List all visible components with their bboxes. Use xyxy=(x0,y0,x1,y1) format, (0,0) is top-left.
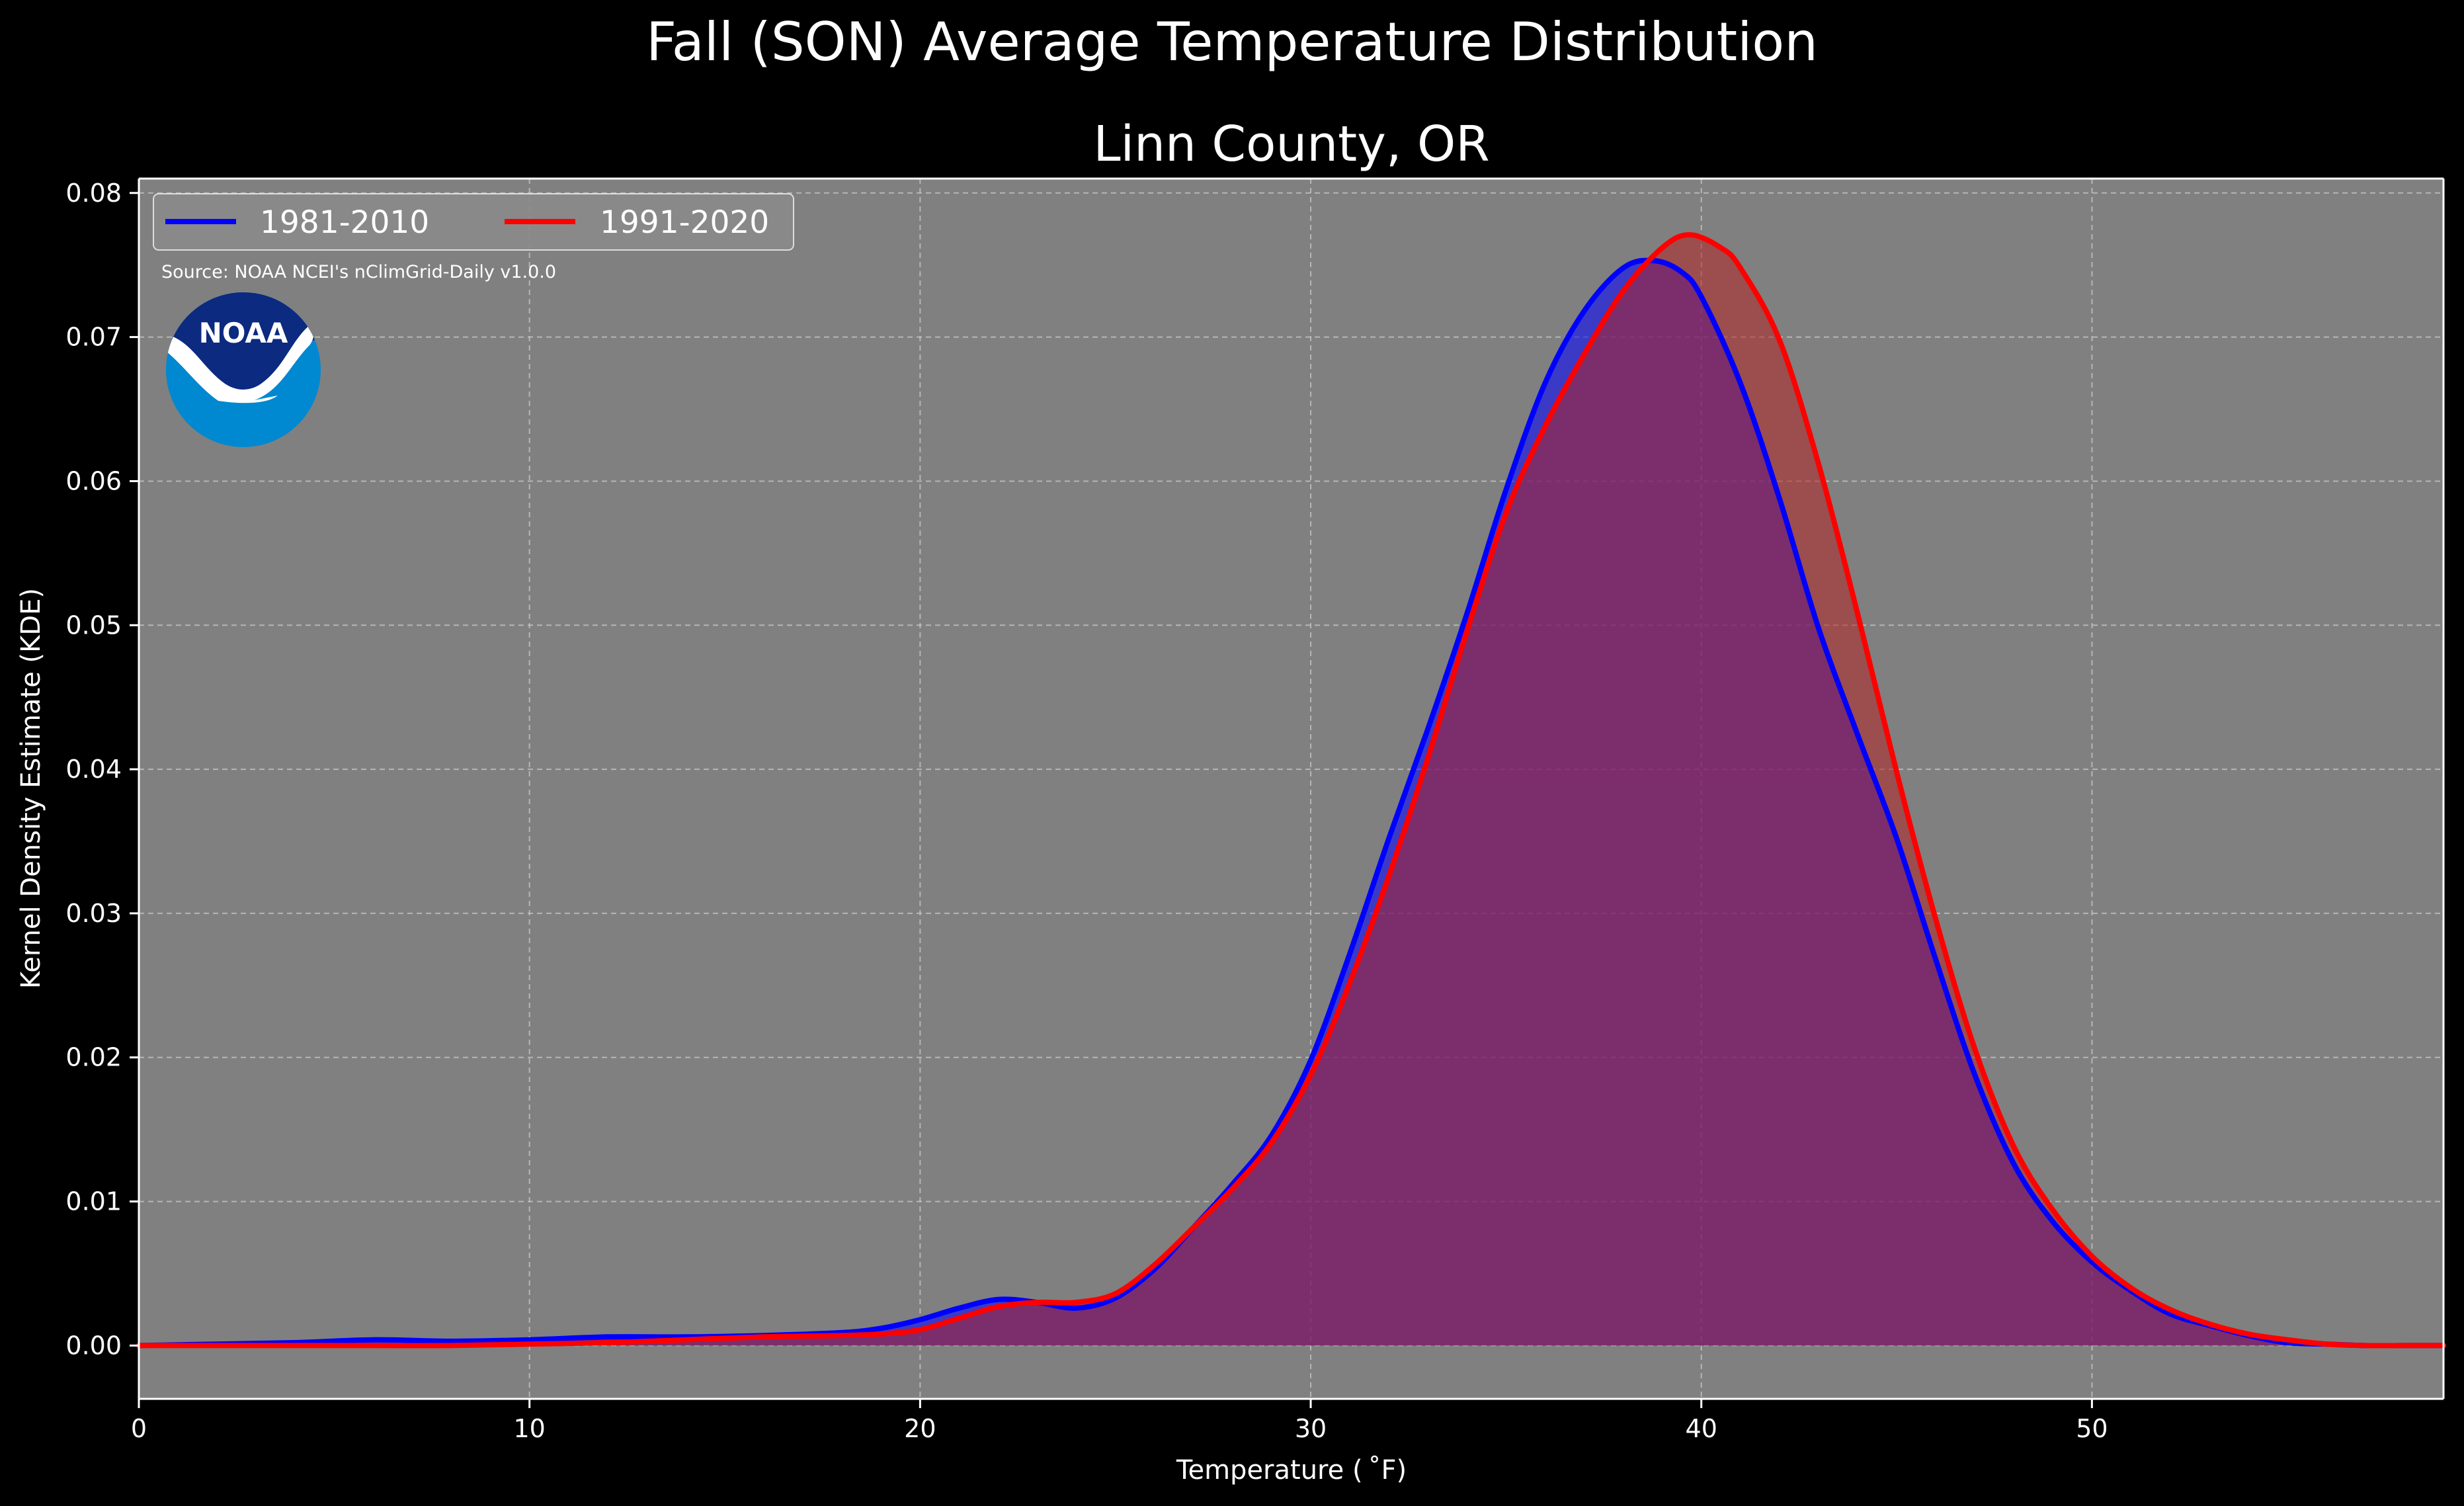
x-tick-label: 40 xyxy=(1686,1414,1717,1443)
noaa-logo-text: NOAA xyxy=(199,317,288,349)
chart-title: Fall (SON) Average Temperature Distribut… xyxy=(646,11,1818,73)
legend: 1981-2010 1991-2020 xyxy=(153,193,794,251)
noaa-logo: NOAA xyxy=(166,292,321,447)
series-lines xyxy=(136,232,2446,1349)
x-axis-ticks: 0 10 20 30 40 50 xyxy=(131,1399,2108,1443)
x-tick-label: 0 xyxy=(131,1414,147,1443)
y-tick-label: 0.05 xyxy=(65,610,122,640)
series-fills xyxy=(139,235,2443,1346)
plot-frame xyxy=(138,177,2445,1400)
legend-box xyxy=(153,193,794,251)
chart-subtitle: Linn County, OR xyxy=(1093,116,1489,173)
legend-label-1991-2020: 1991-2020 xyxy=(600,204,769,241)
y-tick-label: 0.06 xyxy=(65,466,122,495)
y-tick-label: 0.04 xyxy=(65,755,122,784)
x-tick-label: 50 xyxy=(2076,1414,2108,1443)
x-tick-label: 20 xyxy=(904,1414,936,1443)
grid xyxy=(139,179,2443,1399)
x-tick-label: 10 xyxy=(513,1414,545,1443)
series-line-1991-2020 xyxy=(136,232,2446,1349)
y-axis-label: Kernel Density Estimate (KDE) xyxy=(16,588,46,989)
y-tick-label: 0.03 xyxy=(65,899,122,928)
series-fill-1991-2020 xyxy=(139,235,2443,1346)
y-axis-ticks: 0.00 0.01 0.02 0.03 0.04 0.05 0.06 0.07 0.08 xyxy=(65,179,139,1360)
noaa-logo-seagull-icon xyxy=(166,324,314,403)
source-note: Source: NOAA NCEI's nClimGrid-Daily v1.0… xyxy=(161,262,556,282)
y-tick-label: 0.00 xyxy=(65,1331,122,1360)
x-axis-label: Temperature ( ˚F) xyxy=(1176,1455,1407,1485)
x-tick-label: 30 xyxy=(1295,1414,1327,1443)
y-tick-label: 0.02 xyxy=(65,1043,122,1072)
y-tick-label: 0.07 xyxy=(65,323,122,352)
legend-label-1981-2010: 1981-2010 xyxy=(260,204,429,241)
y-tick-label: 0.08 xyxy=(65,179,122,208)
y-tick-label: 0.01 xyxy=(65,1187,122,1216)
